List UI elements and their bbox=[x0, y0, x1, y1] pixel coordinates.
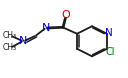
Text: CH₃: CH₃ bbox=[3, 43, 17, 52]
Text: N: N bbox=[19, 36, 28, 46]
Text: Cl: Cl bbox=[105, 47, 115, 57]
Text: O: O bbox=[62, 10, 70, 20]
Text: N: N bbox=[42, 23, 50, 33]
Text: N: N bbox=[105, 28, 113, 38]
Text: CH₃: CH₃ bbox=[3, 31, 17, 40]
